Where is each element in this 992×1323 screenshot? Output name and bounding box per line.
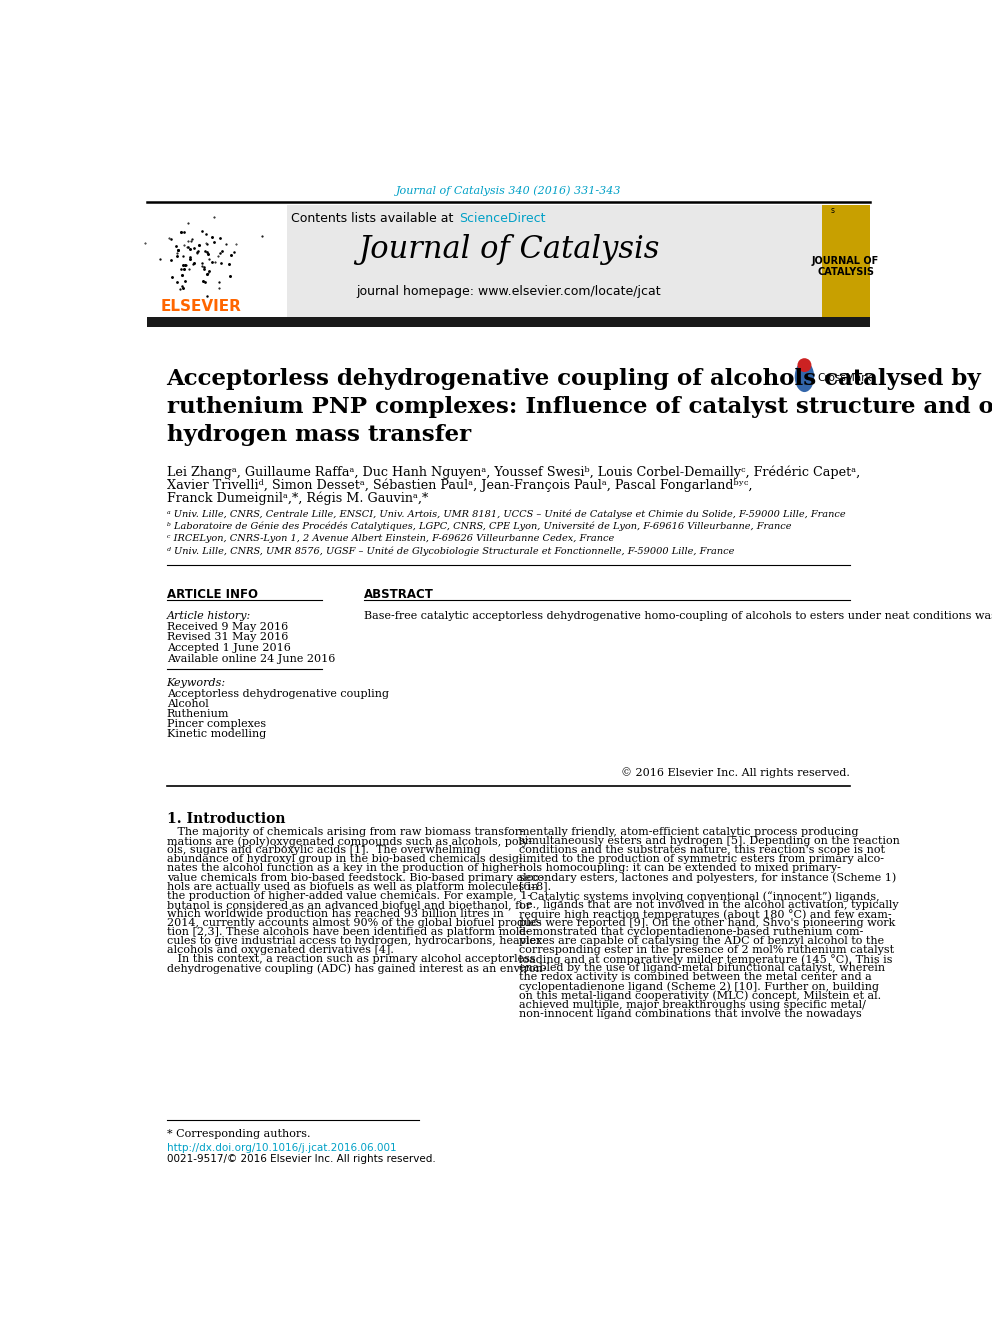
FancyBboxPatch shape bbox=[821, 205, 870, 316]
Text: Journal of Catalysis: Journal of Catalysis bbox=[358, 234, 659, 265]
Text: Revised 31 May 2016: Revised 31 May 2016 bbox=[167, 632, 288, 642]
Text: Ruthenium: Ruthenium bbox=[167, 709, 229, 718]
Text: non-innocent ligand combinations that involve the nowadays: non-innocent ligand combinations that in… bbox=[519, 1009, 862, 1019]
Text: conditions and the substrates nature, this reaction's scope is not: conditions and the substrates nature, th… bbox=[519, 845, 885, 855]
Text: i.e., ligands that are not involved in the alcohol activation, typically: i.e., ligands that are not involved in t… bbox=[519, 900, 899, 910]
Text: [6–8].: [6–8]. bbox=[519, 881, 552, 892]
Text: ᵃ Univ. Lille, CNRS, Centrale Lille, ENSCI, Univ. Artois, UMR 8181, UCCS – Unité: ᵃ Univ. Lille, CNRS, Centrale Lille, ENS… bbox=[167, 509, 845, 519]
Text: corresponding ester in the presence of 2 mol% ruthenium catalyst: corresponding ester in the presence of 2… bbox=[519, 945, 895, 955]
Text: © 2016 Elsevier Inc. All rights reserved.: © 2016 Elsevier Inc. All rights reserved… bbox=[621, 767, 850, 778]
Text: on this metal-ligand cooperativity (MLC) concept, Milstein et al.: on this metal-ligand cooperativity (MLC)… bbox=[519, 991, 881, 1002]
FancyBboxPatch shape bbox=[147, 316, 870, 327]
Text: loading and at comparatively milder temperature (145 °C). This is: loading and at comparatively milder temp… bbox=[519, 954, 893, 966]
Text: cyclopentadienone ligand (Scheme 2) [10]. Further on, building: cyclopentadienone ligand (Scheme 2) [10]… bbox=[519, 982, 879, 992]
Text: The majority of chemicals arising from raw biomass transfor-: The majority of chemicals arising from r… bbox=[167, 827, 524, 837]
Text: Pincer complexes: Pincer complexes bbox=[167, 718, 266, 729]
Text: Kinetic modelling: Kinetic modelling bbox=[167, 729, 266, 738]
Text: Franck Dumeignilᵃ,*, Régis M. Gauvinᵃ,*: Franck Dumeignilᵃ,*, Régis M. Gauvinᵃ,* bbox=[167, 491, 428, 505]
Text: 1. Introduction: 1. Introduction bbox=[167, 812, 285, 826]
Text: In this context, a reaction such as primary alcohol acceptorless: In this context, a reaction such as prim… bbox=[167, 954, 536, 964]
Text: http://dx.doi.org/10.1016/j.jcat.2016.06.001: http://dx.doi.org/10.1016/j.jcat.2016.06… bbox=[167, 1143, 396, 1152]
Text: limited to the production of symmetric esters from primary alco-: limited to the production of symmetric e… bbox=[519, 855, 884, 864]
Text: 2014, currently accounts almost 90% of the global biofuel produc-: 2014, currently accounts almost 90% of t… bbox=[167, 918, 541, 927]
Text: Lei Zhangᵃ, Guillaume Raffaᵃ, Duc Hanh Nguyenᵃ, Youssef Swesiᵇ, Louis Corbel-Dem: Lei Zhangᵃ, Guillaume Raffaᵃ, Duc Hanh N… bbox=[167, 466, 860, 479]
Text: plexes are capable of catalysing the ADC of benzyl alcohol to the: plexes are capable of catalysing the ADC… bbox=[519, 937, 885, 946]
Text: secondary esters, lactones and polyesters, for instance (Scheme 1): secondary esters, lactones and polyester… bbox=[519, 873, 897, 884]
Text: simultaneously esters and hydrogen [5]. Depending on the reaction: simultaneously esters and hydrogen [5]. … bbox=[519, 836, 900, 847]
Text: nates the alcohol function as a key in the production of higher-: nates the alcohol function as a key in t… bbox=[167, 864, 522, 873]
Text: ᵇ Laboratoire de Génie des Procédés Catalytiques, LGPC, CNRS, CPE Lyon, Universi: ᵇ Laboratoire de Génie des Procédés Cata… bbox=[167, 521, 792, 531]
Text: alcohols and oxygenated derivatives [4].: alcohols and oxygenated derivatives [4]. bbox=[167, 945, 394, 955]
Text: ᵈ Univ. Lille, CNRS, UMR 8576, UGSF – Unité de Glycobiologie Structurale et Fonc: ᵈ Univ. Lille, CNRS, UMR 8576, UGSF – Un… bbox=[167, 546, 734, 556]
Text: Acceptorless dehydrogenative coupling: Acceptorless dehydrogenative coupling bbox=[167, 688, 389, 699]
Text: ples were reported [9]. On the other hand, Shvo's pioneering work: ples were reported [9]. On the other han… bbox=[519, 918, 896, 927]
Text: the production of higher-added value chemicals. For example, 1-: the production of higher-added value che… bbox=[167, 890, 531, 901]
Text: Accepted 1 June 2016: Accepted 1 June 2016 bbox=[167, 643, 291, 654]
Text: * Corresponding authors.: * Corresponding authors. bbox=[167, 1129, 310, 1139]
Text: cules to give industrial access to hydrogen, hydrocarbons, heavier: cules to give industrial access to hydro… bbox=[167, 937, 541, 946]
Text: ᶜ IRCELyon, CNRS-Lyon 1, 2 Avenue Albert Einstein, F-69626 Villeurbanne Cedex, F: ᶜ IRCELyon, CNRS-Lyon 1, 2 Avenue Albert… bbox=[167, 533, 614, 542]
Text: butanol is considered as an advanced biofuel and bioethanol, for: butanol is considered as an advanced bio… bbox=[167, 900, 531, 910]
Text: demonstrated that cyclopentadienone-based ruthenium com-: demonstrated that cyclopentadienone-base… bbox=[519, 927, 864, 937]
Text: mations are (poly)oxygenated compounds such as alcohols, poly-: mations are (poly)oxygenated compounds s… bbox=[167, 836, 532, 847]
Text: value chemicals from bio-based feedstock. Bio-based primary alco-: value chemicals from bio-based feedstock… bbox=[167, 873, 543, 882]
Text: the redox activity is combined between the metal center and a: the redox activity is combined between t… bbox=[519, 972, 872, 983]
Text: Received 9 May 2016: Received 9 May 2016 bbox=[167, 622, 288, 631]
Text: Xavier Trivelliᵈ, Simon Dessetᵃ, Sébastien Paulᵃ, Jean-François Paulᵃ, Pascal Fo: Xavier Trivelliᵈ, Simon Dessetᵃ, Sébasti… bbox=[167, 479, 752, 492]
Text: Article history:: Article history: bbox=[167, 611, 251, 620]
Text: ScienceDirect: ScienceDirect bbox=[458, 212, 546, 225]
Text: CrossMark: CrossMark bbox=[817, 373, 872, 384]
Text: abundance of hydroxyl group in the bio-based chemicals desig-: abundance of hydroxyl group in the bio-b… bbox=[167, 855, 523, 864]
Text: JOURNAL OF
CATALYSIS: JOURNAL OF CATALYSIS bbox=[811, 255, 879, 278]
Text: tion [2,3]. These alcohols have been identified as platform mole-: tion [2,3]. These alcohols have been ide… bbox=[167, 927, 530, 937]
FancyBboxPatch shape bbox=[147, 205, 821, 316]
FancyBboxPatch shape bbox=[147, 205, 287, 316]
Text: require high reaction temperatures (about 180 °C) and few exam-: require high reaction temperatures (abou… bbox=[519, 909, 892, 919]
Text: mentally friendly, atom-efficient catalytic process producing: mentally friendly, atom-efficient cataly… bbox=[519, 827, 859, 837]
Text: journal homepage: www.elsevier.com/locate/jcat: journal homepage: www.elsevier.com/locat… bbox=[356, 284, 661, 298]
Text: ELSEVIER: ELSEVIER bbox=[161, 299, 242, 314]
Text: Keywords:: Keywords: bbox=[167, 677, 226, 688]
Text: dehydrogenative coupling (ADC) has gained interest as an environ-: dehydrogenative coupling (ADC) has gaine… bbox=[167, 963, 547, 974]
Text: achieved multiple, major breakthroughs using specific metal/: achieved multiple, major breakthroughs u… bbox=[519, 1000, 866, 1009]
Ellipse shape bbox=[795, 361, 814, 392]
Text: Acceptorless dehydrogenative coupling of alcohols catalysed by
ruthenium PNP com: Acceptorless dehydrogenative coupling of… bbox=[167, 368, 992, 446]
Text: which worldwide production has reached 93 billion litres in: which worldwide production has reached 9… bbox=[167, 909, 504, 919]
Text: hols are actually used as biofuels as well as platform molecules in: hols are actually used as biofuels as we… bbox=[167, 881, 539, 892]
Text: Alcohol: Alcohol bbox=[167, 699, 208, 709]
Text: hols homocoupling: it can be extended to mixed primary-: hols homocoupling: it can be extended to… bbox=[519, 864, 841, 873]
Text: ABSTRACT: ABSTRACT bbox=[364, 589, 434, 602]
Text: Journal of Catalysis 340 (2016) 331-343: Journal of Catalysis 340 (2016) 331-343 bbox=[396, 185, 621, 196]
Ellipse shape bbox=[798, 359, 811, 372]
Text: Base-free catalytic acceptorless dehydrogenative homo-coupling of alcohols to es: Base-free catalytic acceptorless dehydro… bbox=[364, 611, 992, 620]
Text: ARTICLE INFO: ARTICLE INFO bbox=[167, 589, 258, 602]
Text: ols, sugars and carboxylic acids [1].  The overwhelming: ols, sugars and carboxylic acids [1]. Th… bbox=[167, 845, 480, 855]
Text: Available online 24 June 2016: Available online 24 June 2016 bbox=[167, 654, 335, 664]
Text: enabled by the use of ligand-metal bifunctional catalyst, wherein: enabled by the use of ligand-metal bifun… bbox=[519, 963, 886, 974]
Text: Contents lists available at: Contents lists available at bbox=[291, 212, 457, 225]
Text: s: s bbox=[830, 206, 834, 214]
Text: 0021-9517/© 2016 Elsevier Inc. All rights reserved.: 0021-9517/© 2016 Elsevier Inc. All right… bbox=[167, 1155, 435, 1164]
Text: Catalytic systems involving conventional (“innocent”) ligands,: Catalytic systems involving conventional… bbox=[519, 890, 880, 901]
